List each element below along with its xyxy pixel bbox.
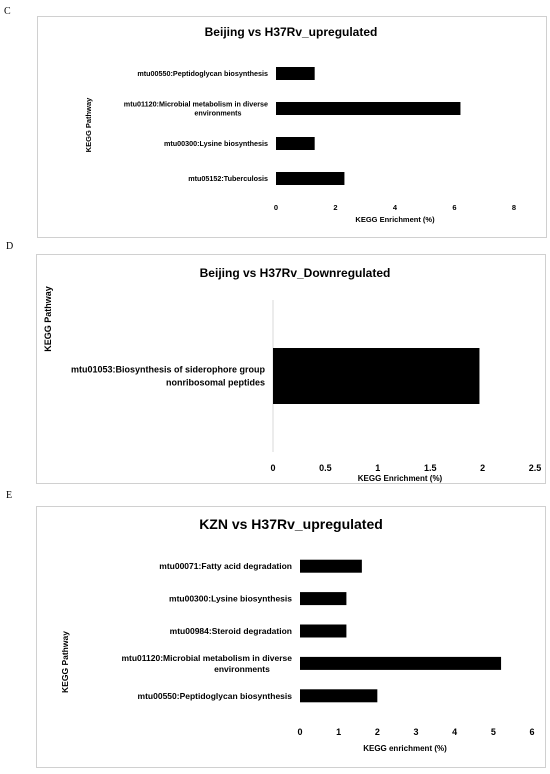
x-tick-label: 3 bbox=[413, 727, 418, 737]
bar bbox=[300, 689, 378, 703]
x-tick-label: 2 bbox=[375, 727, 380, 737]
x-tick-label: 6 bbox=[452, 203, 456, 212]
y-axis-label: KEGG Pathway bbox=[43, 286, 53, 352]
category-label: mtu01120:Microbial metabolism in diverse bbox=[121, 653, 292, 663]
x-tick-label: 0 bbox=[270, 463, 275, 473]
x-axis-label: KEGG Enrichment (%) bbox=[355, 215, 435, 224]
category-label: mtu00071:Fatty acid degradation bbox=[159, 561, 292, 571]
category-label: mtu01120:Microbial metabolism in diverse bbox=[124, 100, 268, 109]
x-tick-label: 0.5 bbox=[319, 463, 332, 473]
chart-panel-c bbox=[37, 16, 547, 238]
x-axis-label: KEGG enrichment (%) bbox=[363, 744, 447, 753]
panel-letter-e: E bbox=[6, 490, 13, 501]
x-tick-label: 2 bbox=[333, 203, 337, 212]
bar bbox=[276, 102, 461, 115]
x-tick-label: 8 bbox=[512, 203, 516, 212]
x-tick-label: 2 bbox=[480, 463, 485, 473]
y-axis-label: KEGG Pathway bbox=[84, 97, 93, 152]
category-label: mtu01053:Biosynthesis of siderophore gro… bbox=[71, 365, 266, 375]
x-tick-label: 5 bbox=[491, 727, 496, 737]
bar bbox=[300, 624, 347, 638]
category-label: mtu00300:Lysine biosynthesis bbox=[169, 594, 292, 604]
category-label: mtu00550:Peptidoglycan biosynthesis bbox=[138, 691, 293, 701]
panel-letter-c: C bbox=[4, 6, 11, 17]
y-axis-label: KEGG Pathway bbox=[60, 631, 70, 693]
x-tick-label: 1.5 bbox=[424, 463, 437, 473]
chart-title: KZN vs H37Rv_upregulated bbox=[199, 516, 383, 532]
chart-panel-e bbox=[36, 506, 546, 768]
x-tick-label: 1 bbox=[336, 727, 341, 737]
bar bbox=[276, 172, 345, 185]
bar bbox=[273, 348, 480, 404]
panel-letter-d: D bbox=[6, 241, 14, 252]
bar bbox=[300, 559, 362, 573]
bar bbox=[276, 67, 315, 80]
x-tick-label: 6 bbox=[529, 727, 534, 737]
x-tick-label: 0 bbox=[297, 727, 302, 737]
category-label: nonribosomal peptides bbox=[166, 378, 265, 388]
category-label: mtu00300:Lysine biosynthesis bbox=[164, 139, 268, 148]
x-tick-label: 4 bbox=[393, 203, 398, 212]
bar bbox=[300, 592, 347, 606]
x-tick-label: 4 bbox=[452, 727, 457, 737]
chart-title: Beijing vs H37Rv_Downregulated bbox=[200, 266, 391, 280]
category-label: mtu00550:Peptidoglycan biosynthesis bbox=[137, 69, 268, 78]
category-label: mtu00984:Steroid degradation bbox=[170, 626, 292, 636]
category-label: environments bbox=[214, 664, 270, 674]
chart-title: Beijing vs H37Rv_upregulated bbox=[205, 25, 378, 39]
category-label: mtu05152:Tuberculosis bbox=[188, 174, 268, 183]
x-tick-label: 0 bbox=[274, 203, 278, 212]
bar bbox=[300, 656, 502, 670]
bar bbox=[276, 137, 315, 150]
x-axis-label: KEGG Enrichment (%) bbox=[358, 474, 443, 483]
x-tick-label: 1 bbox=[375, 463, 380, 473]
category-label: environments bbox=[194, 109, 241, 118]
x-tick-label: 2.5 bbox=[529, 463, 542, 473]
